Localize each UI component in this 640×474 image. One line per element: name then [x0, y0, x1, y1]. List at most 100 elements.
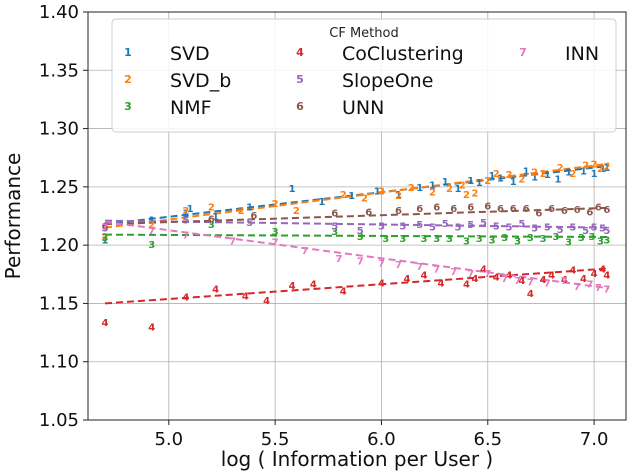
point-unn: 6 [365, 207, 372, 218]
point-inn: 7 [182, 231, 189, 242]
point-coclustering: 4 [463, 280, 470, 291]
legend-marker-nmf: 3 [124, 100, 132, 113]
point-nmf: 3 [102, 233, 109, 244]
legend-items: 1 SVD 2 SVD_b 3 NMF 4 CoClustering 5 SlopeOne 6 UNN… [124, 43, 599, 119]
point-slopeone: 5 [518, 219, 525, 230]
point-slopeone: 5 [378, 221, 385, 232]
legend-label-nmf: NMF [170, 97, 212, 119]
legend-label-inn: INN [565, 43, 599, 65]
point-unn: 6 [331, 209, 338, 220]
point-unn: 6 [467, 203, 474, 214]
point-nmf: 3 [382, 234, 389, 245]
point-svd: 1 [603, 163, 610, 174]
legend-item-coclustering: 4 CoClustering [296, 43, 464, 65]
point-svd: 1 [544, 170, 551, 181]
legend-item-unn: 6 UNN [296, 97, 384, 119]
point-unn: 6 [102, 221, 109, 232]
point-nmf: 3 [552, 232, 559, 243]
point-slopeone: 5 [357, 226, 364, 237]
point-svd-b: 2 [340, 190, 347, 201]
legend-marker-svd-b: 2 [124, 73, 132, 86]
point-svd: 1 [187, 204, 194, 215]
legend-title: CF Method [329, 26, 398, 41]
point-unn: 6 [548, 204, 555, 215]
point-slopeone: 5 [569, 222, 576, 233]
point-unn: 6 [433, 203, 440, 214]
point-svd-b: 2 [429, 188, 436, 199]
point-nmf: 3 [272, 227, 279, 238]
point-svd-b: 2 [531, 168, 538, 179]
point-unn: 6 [450, 204, 457, 215]
point-inn: 7 [229, 236, 236, 247]
point-nmf: 3 [463, 236, 470, 247]
y-tick-label: 1.20 [39, 235, 79, 256]
legend-label-svd-b: SVD_b [170, 70, 231, 92]
y-tick-label: 1.15 [39, 293, 79, 314]
point-svd-b: 2 [102, 232, 109, 243]
point-unn: 6 [523, 204, 530, 215]
point-svd: 1 [318, 197, 325, 208]
point-slopeone: 5 [599, 224, 606, 235]
trend-lines [104, 162, 610, 305]
point-inn: 7 [416, 262, 423, 273]
point-inn: 7 [450, 267, 457, 278]
point-unn: 6 [561, 206, 568, 217]
point-svd: 1 [102, 235, 109, 246]
point-svd: 1 [182, 209, 189, 220]
point-inn: 7 [395, 260, 402, 271]
legend-item-svd-b: 2 SVD_b [124, 70, 231, 92]
point-nmf: 3 [399, 234, 406, 245]
point-coclustering: 4 [591, 269, 598, 280]
point-slopeone: 5 [399, 221, 406, 232]
point-svd: 1 [374, 186, 381, 197]
point-slopeone: 5 [506, 222, 513, 233]
point-coclustering: 4 [603, 270, 610, 281]
x-tick-label: 6.0 [367, 429, 396, 450]
point-svd-b: 2 [459, 181, 466, 192]
trend-line-coclustering [104, 267, 610, 305]
point-coclustering: 4 [378, 278, 385, 289]
point-unn: 6 [586, 207, 593, 218]
plot-frame [87, 11, 627, 421]
y-tick-label: 1.40 [39, 2, 79, 23]
point-svd: 1 [442, 177, 449, 188]
point-svd-b: 2 [463, 190, 470, 201]
point-coclustering: 4 [548, 270, 555, 281]
point-svd: 1 [395, 190, 402, 201]
legend-box [111, 18, 617, 133]
y-tick-label: 1.35 [39, 60, 79, 81]
point-svd-b: 2 [395, 191, 402, 202]
y-tick-label: 1.10 [39, 352, 79, 373]
point-coclustering: 4 [420, 270, 427, 281]
point-coclustering: 4 [310, 280, 317, 291]
point-nmf: 3 [331, 227, 338, 238]
point-inn: 7 [335, 254, 342, 265]
point-slopeone: 5 [603, 226, 610, 237]
point-svd-b: 2 [597, 164, 604, 175]
point-nmf: 3 [565, 238, 572, 249]
trend-line-nmf [105, 233, 609, 238]
point-slopeone: 5 [531, 224, 538, 235]
x-tick-label: 5.5 [261, 429, 290, 450]
point-inn: 7 [484, 269, 491, 280]
point-svd-b: 2 [182, 206, 189, 217]
point-nmf: 3 [527, 233, 534, 244]
point-svd-b: 2 [540, 169, 547, 180]
point-slopeone: 5 [331, 221, 338, 232]
point-nmf: 3 [501, 233, 508, 244]
point-inn: 7 [272, 238, 279, 249]
point-coclustering: 4 [212, 284, 219, 295]
point-inn: 7 [378, 259, 385, 270]
point-svd: 1 [565, 168, 572, 179]
point-slopeone: 5 [246, 218, 253, 229]
point-slopeone: 5 [102, 224, 109, 235]
point-coclustering: 4 [580, 274, 587, 285]
point-inn: 7 [301, 246, 308, 257]
point-nmf: 3 [148, 240, 155, 251]
point-svd-b: 2 [238, 206, 245, 217]
point-svd: 1 [455, 184, 462, 195]
legend-marker-slopeone: 5 [296, 73, 304, 86]
point-coclustering: 4 [182, 292, 189, 303]
point-nmf: 3 [420, 234, 427, 245]
point-nmf: 3 [357, 232, 364, 243]
